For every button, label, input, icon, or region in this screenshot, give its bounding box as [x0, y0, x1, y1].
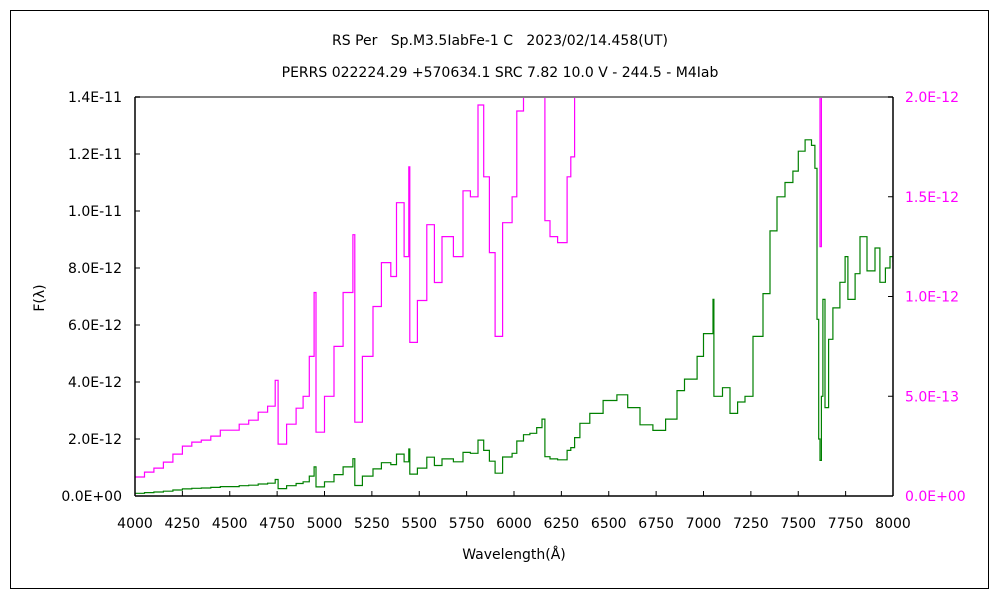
x-tick-label: 6250 — [544, 516, 580, 532]
chart-title: RS Per Sp.M3.5IabFe-1 C 2023/02/14.458(U… — [332, 33, 668, 49]
x-tick-label: 5000 — [307, 516, 343, 532]
y-right-tick-label: 2.0E-12 — [905, 90, 959, 106]
y-left-tick-label: 0.0E+00 — [61, 489, 122, 505]
y-left-tick-label: 2.0E-12 — [68, 432, 122, 448]
x-tick-label: 6750 — [638, 516, 674, 532]
x-tick-label: 4500 — [212, 516, 248, 532]
y-left-tick-label: 6.0E-12 — [68, 318, 122, 334]
y-axis-label: F(λ) — [32, 284, 48, 311]
series-line-flux-right-axis — [135, 97, 823, 478]
x-tick-label: 5500 — [401, 516, 437, 532]
y-right-tick-label: 0.0E+00 — [905, 489, 966, 505]
y-left-tick-label: 4.0E-12 — [68, 375, 122, 391]
x-tick-label: 7250 — [733, 516, 769, 532]
chart-frame — [10, 10, 989, 589]
x-tick-label: 5750 — [449, 516, 485, 532]
y-left-tick-label: 1.4E-11 — [68, 90, 122, 106]
x-tick-label: 7000 — [686, 516, 722, 532]
x-tick-label: 6500 — [591, 516, 627, 532]
x-tick-label: 4000 — [117, 516, 153, 532]
chart-subtitle: PERRS 022224.29 +570634.1 SRC 7.82 10.0 … — [282, 65, 719, 81]
x-tick-label: 7750 — [828, 516, 864, 532]
x-tick-label: 4250 — [165, 516, 201, 532]
y-left-tick-label: 1.2E-11 — [68, 147, 122, 163]
x-tick-label: 6000 — [496, 516, 532, 532]
y-left-tick-label: 8.0E-12 — [68, 261, 122, 277]
y-right-tick-label: 1.5E-12 — [905, 190, 959, 206]
x-tick-label: 5250 — [354, 516, 390, 532]
y-right-tick-label: 1.0E-12 — [905, 290, 959, 306]
y-right-tick-label: 5.0E-13 — [905, 389, 959, 405]
x-tick-label: 8000 — [875, 516, 911, 532]
y-left-tick-label: 1.0E-11 — [68, 204, 122, 220]
x-tick-label: 4750 — [259, 516, 295, 532]
x-axis-label: Wavelength(Å) — [462, 546, 566, 563]
series-line-flux-left-axis — [135, 139, 893, 494]
x-tick-label: 7500 — [780, 516, 816, 532]
